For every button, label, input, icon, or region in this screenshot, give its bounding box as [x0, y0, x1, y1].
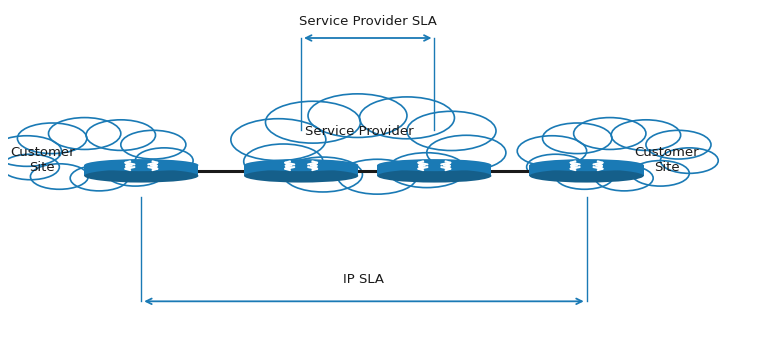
Circle shape	[283, 157, 362, 192]
Text: Customer
Site: Customer Site	[634, 146, 699, 175]
Circle shape	[611, 120, 681, 150]
Circle shape	[120, 130, 186, 159]
Ellipse shape	[530, 159, 644, 171]
Circle shape	[30, 164, 88, 189]
Ellipse shape	[244, 159, 358, 171]
Circle shape	[527, 154, 584, 180]
Circle shape	[18, 123, 86, 153]
Circle shape	[360, 97, 455, 139]
FancyBboxPatch shape	[530, 165, 644, 176]
Circle shape	[107, 161, 164, 186]
Circle shape	[427, 135, 506, 170]
Circle shape	[631, 161, 689, 186]
Ellipse shape	[84, 169, 198, 182]
Circle shape	[70, 165, 128, 191]
FancyBboxPatch shape	[244, 165, 358, 176]
FancyBboxPatch shape	[378, 165, 492, 176]
Text: Service Provider: Service Provider	[306, 125, 414, 138]
Circle shape	[337, 159, 417, 194]
Circle shape	[266, 101, 361, 143]
Circle shape	[660, 148, 718, 173]
Circle shape	[556, 164, 614, 189]
Circle shape	[407, 111, 496, 150]
Ellipse shape	[378, 159, 492, 171]
Ellipse shape	[244, 169, 358, 182]
Circle shape	[646, 130, 711, 159]
Circle shape	[49, 118, 120, 149]
Circle shape	[517, 136, 587, 166]
Circle shape	[2, 154, 59, 180]
Circle shape	[135, 148, 193, 173]
Circle shape	[86, 120, 155, 150]
Text: Service Provider SLA: Service Provider SLA	[299, 15, 437, 28]
Circle shape	[574, 118, 646, 149]
Circle shape	[595, 165, 653, 191]
Text: IP SLA: IP SLA	[344, 273, 384, 286]
FancyBboxPatch shape	[84, 165, 198, 176]
Ellipse shape	[530, 169, 644, 182]
Ellipse shape	[378, 169, 492, 182]
Circle shape	[231, 119, 326, 161]
Circle shape	[388, 153, 466, 188]
Text: Customer
Site: Customer Site	[10, 146, 75, 175]
Ellipse shape	[84, 159, 198, 171]
Circle shape	[0, 136, 62, 166]
Circle shape	[244, 144, 323, 179]
Circle shape	[543, 123, 612, 153]
Circle shape	[308, 94, 407, 137]
